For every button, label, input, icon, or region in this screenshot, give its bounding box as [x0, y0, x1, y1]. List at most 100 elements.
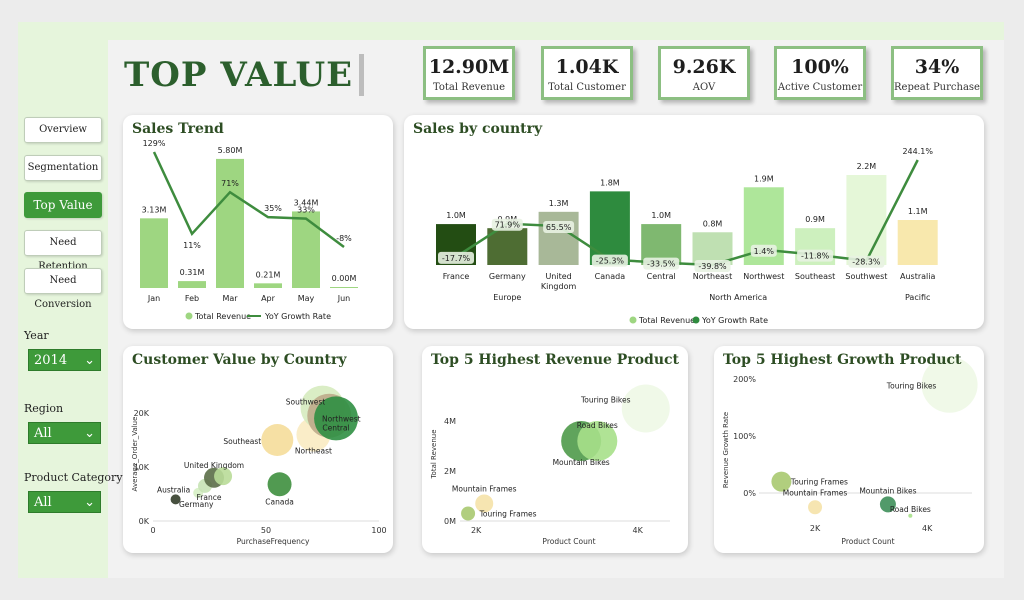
bubble-label: Australia	[157, 485, 190, 494]
top5-revenue-chart[interactable]: Touring Frames Mountain Frames Mountain Bi…	[422, 346, 688, 553]
line-data-label: 244.1%	[902, 147, 933, 156]
bar-data-label: 2.2M	[857, 162, 877, 171]
label-background	[438, 251, 474, 264]
nav-overview-button[interactable]: Overview	[24, 117, 102, 143]
nav-need-conversion-button[interactable]: Need Conversion	[24, 268, 102, 310]
nav-need-retention-button[interactable]: Need Retention	[24, 230, 102, 272]
line-data-label: 1.4%	[754, 247, 775, 256]
bubble-label: France	[197, 493, 222, 502]
bubble-road-bikes	[577, 421, 618, 461]
x-tick-label: Germany	[489, 272, 526, 281]
bar-data-label: 0.9M	[805, 215, 825, 224]
bar-northeast	[692, 232, 733, 265]
bar-data-label: 1.0M	[651, 211, 671, 220]
bubble-label: Northeast	[295, 447, 332, 456]
nav-top-value-button[interactable]: Top Value	[24, 192, 102, 218]
bubble-road-bikes	[908, 513, 913, 518]
top-band	[18, 22, 1004, 40]
bubble-southeast	[261, 424, 294, 456]
x-axis-title: Product Count	[841, 537, 894, 546]
x-tick-label: Feb	[185, 294, 199, 303]
page-title: TOP VALUE	[124, 55, 354, 95]
kpi-value: 1.04K	[555, 56, 619, 78]
bubble-label: Central	[322, 423, 349, 432]
y-tick-label: 20K	[134, 409, 150, 418]
bubble-mountain-frames	[808, 500, 823, 515]
bubble-mountain-bikes	[879, 496, 896, 513]
bubble-label: Touring Bikes	[580, 396, 631, 405]
line-data-label: -11.8%	[801, 252, 830, 261]
line-data-label: 33%	[297, 206, 315, 215]
x-tick-label: Northwest	[743, 272, 784, 281]
filter-label-product-category: Product Category	[24, 471, 123, 484]
line-data-label: -25.3%	[596, 257, 625, 266]
bubble-label: Mountain Bikes	[859, 486, 916, 495]
x-tick-label: 50	[261, 526, 271, 535]
bar-australia	[897, 220, 938, 265]
kpi-label: Active Customer	[777, 82, 863, 93]
y-tick-label: 200%	[733, 375, 756, 384]
line-data-label: 71%	[221, 179, 239, 188]
bubble-point	[214, 467, 233, 486]
sales-trend-chart[interactable]: 3.13M Jan 0.31M Feb 5.80M Mar 0.21M Apr 3.44M May…	[123, 115, 393, 329]
bar-data-label: 1.3M	[549, 199, 569, 208]
bar-feb	[178, 281, 206, 288]
line-data-label: -28.3%	[852, 258, 881, 267]
bar-may	[292, 211, 320, 288]
sales-trend-card: Sales Trend 3.13M Jan 0.31M Feb 5.80M Mar 0.21…	[123, 115, 393, 329]
bar-southwest	[846, 175, 887, 265]
card-title: Sales by country	[413, 121, 543, 137]
bubble-mountain-frames	[475, 494, 494, 513]
bar-data-label: 0.21M	[256, 270, 281, 279]
line-data-label: 71.9%	[495, 221, 521, 230]
nav-segmentation-button[interactable]: Segmentation	[24, 155, 102, 181]
bar-data-label: 1.8M	[600, 178, 620, 187]
region-dropdown[interactable]: All ⌄	[28, 422, 101, 444]
bar-data-label: 0.8M	[703, 219, 723, 228]
kpi-total-revenue: 12.90M Total Revenue	[423, 46, 515, 100]
label-background	[848, 255, 885, 268]
x-tick-label: Central	[647, 272, 676, 281]
line-data-label: 65.5%	[546, 223, 572, 232]
product-category-dropdown[interactable]: All ⌄	[28, 491, 101, 513]
year-dropdown[interactable]: 2014 ⌄	[28, 349, 101, 371]
y-tick-label: 2M	[444, 467, 456, 476]
y-axis-title: Total Revenue	[430, 429, 438, 479]
x-tick-label: Jan	[147, 294, 160, 303]
x-tick-label: Kingdom	[541, 282, 577, 291]
x-tick-label: 2K	[810, 524, 821, 533]
bubble-label: Touring Frames	[479, 510, 537, 519]
line-yoy-growth	[152, 151, 345, 249]
bubble-label: Touring Bikes	[886, 382, 937, 391]
x-axis-title: Product Count	[542, 537, 595, 546]
group-label: Pacific	[905, 293, 930, 302]
bar-germany	[487, 228, 528, 265]
x-tick-label: Australia	[900, 272, 935, 281]
x-axis-title: PurchaseFrequency	[237, 537, 310, 546]
bar-canada	[589, 191, 630, 265]
group-label: Europe	[493, 293, 521, 302]
bubble-label: Canada	[265, 497, 294, 506]
year-dropdown-value: 2014	[34, 353, 68, 368]
sales-by-country-card: Sales by country 1.0MFrance0.9MGermany1.…	[404, 115, 984, 329]
bubble-touring-bikes	[621, 384, 670, 433]
bubble-central	[314, 396, 359, 441]
group-label: North America	[709, 293, 767, 302]
chevron-down-icon: ⌄	[84, 426, 95, 441]
x-tick-label: 100	[371, 526, 386, 535]
y-tick-label: 0%	[743, 489, 756, 498]
kpi-value: 34%	[914, 56, 960, 78]
filter-label-year: Year	[24, 329, 49, 342]
line-data-label: 11%	[183, 241, 201, 250]
kpi-value: 100%	[791, 56, 849, 78]
chevron-down-icon: ⌄	[84, 353, 95, 368]
legend-label: YoY Growth Rate	[264, 312, 331, 321]
x-tick-label: Mar	[222, 294, 238, 303]
line-data-label: -39.8%	[698, 262, 727, 271]
label-background	[543, 221, 575, 234]
bar-united-kingdom	[538, 211, 579, 265]
x-tick-label: Apr	[261, 294, 276, 303]
